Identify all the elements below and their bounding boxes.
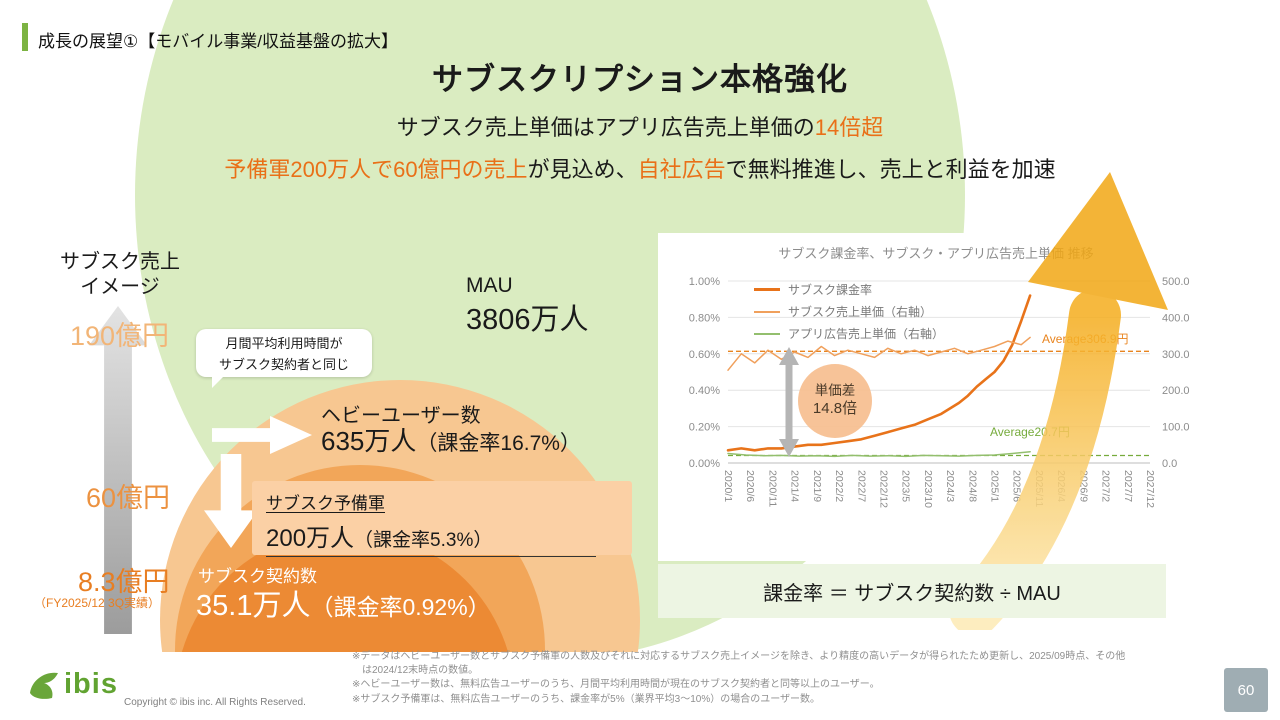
heavy-user-rate: （課金率16.7%） [416, 432, 581, 455]
svg-text:300.0: 300.0 [1162, 349, 1190, 361]
revenue-image-label: サブスク売上 イメージ [60, 251, 180, 298]
slide-header: 成長の展望①【モバイル事業/収益基盤の拡大】 [38, 32, 398, 51]
copyright-text: Copyright © ibis inc. All Rights Reserve… [124, 697, 306, 708]
svg-text:200.0: 200.0 [1162, 385, 1190, 397]
svg-text:0.00%: 0.00% [689, 458, 720, 470]
svg-text:2025/1: 2025/1 [989, 470, 1001, 502]
svg-text:0.0: 0.0 [1162, 458, 1177, 470]
svg-text:2027/12: 2027/12 [1144, 470, 1156, 508]
svg-text:2021/9: 2021/9 [811, 470, 823, 502]
footnotes: ※データはヘビーユーザー数とサブスク予備軍の人数及びそれに対応するサブスク売上イ… [352, 650, 1187, 707]
heavy-user-value: 635万人（課金率16.7%） [321, 421, 581, 458]
chart-panel: サブスク課金率、サブスク・アプリ広告売上単価 推移 1.00% 0.80% 0.60… [658, 233, 1214, 561]
callout-tail [212, 374, 226, 388]
svg-text:2027/2: 2027/2 [1100, 470, 1112, 502]
svg-text:2021/4: 2021/4 [789, 470, 801, 502]
subtitle: サブスク売上単価はアプリ広告売上単価の14倍超 [0, 110, 1280, 142]
callout-line1: 月間平均利用時間が [225, 336, 343, 351]
reserve-count: 200万人 [266, 525, 355, 552]
chart-title: サブスク課金率、サブスク・アプリ広告売上単価 推移 [778, 246, 1094, 261]
legend-swatch [754, 310, 780, 313]
subtitle-text: サブスク売上単価はアプリ広告売上単価の [396, 115, 815, 140]
key-message: 予備軍200万人で60億円の売上が見込め、自社広告で無料推進し、売上と利益を加速 [0, 152, 1280, 184]
page-number-badge: 60 [1224, 668, 1268, 712]
page-title: サブスクリプション本格強化 [432, 62, 848, 97]
header-accent-bar [22, 23, 28, 51]
footnote-line: ※サブスク予備軍は、無料広告ユーザーのうち、課金率が5%（業界平均3〜10%）の… [352, 693, 821, 705]
billing-rate-formula: 課金率 ＝ サブスク契約数 ÷ MAU [658, 564, 1166, 618]
key-message-highlight-1: 予備軍200万人で60億円の売上 [224, 157, 528, 182]
key-message-highlight-2: 自社広告 [637, 157, 726, 182]
revenue-top-value: 190億円 [70, 321, 170, 351]
legend-label: サブスク課金率 [788, 283, 873, 297]
heavy-user-label: ヘビーユーザー数 [321, 405, 481, 427]
subtitle-highlight: 14倍超 [814, 115, 884, 140]
legend-item: アプリ広告売上単価（右軸） [754, 325, 944, 342]
footnote-line: ※データはヘビーユーザー数とサブスク予備軍の人数及びそれに対応するサブスク売上イ… [352, 651, 1126, 662]
key-message-mid: が見込め、 [527, 157, 638, 182]
svg-text:400.0: 400.0 [1162, 312, 1190, 324]
svg-text:2023/10: 2023/10 [922, 470, 934, 508]
revenue-note: （FY2025/12 3Q実績） [34, 596, 161, 610]
svg-text:0.20%: 0.20% [689, 422, 720, 434]
svg-text:0.60%: 0.60% [689, 349, 720, 361]
svg-text:2025/6: 2025/6 [1011, 470, 1023, 502]
svg-text:2020/1: 2020/1 [722, 470, 734, 502]
svg-text:2022/2: 2022/2 [833, 470, 845, 502]
legend-label: アプリ広告売上単価（右軸） [788, 327, 945, 341]
legend-item: サブスク課金率 [754, 281, 944, 298]
legend-swatch [754, 332, 780, 335]
svg-text:2020/6: 2020/6 [744, 470, 756, 502]
reserve-value: 200万人（課金率5.3%） [266, 518, 596, 557]
footnote-line: は2024/12末時点の数値。 [352, 665, 479, 677]
svg-text:0.80%: 0.80% [689, 312, 720, 324]
usage-time-callout: 月間平均利用時間が サブスク契約者と同じ [196, 329, 372, 377]
subscriber-count-label: サブスク契約数 [198, 567, 317, 586]
price-gap-label: 単価差 [814, 383, 856, 399]
svg-text:2027/7: 2027/7 [1122, 470, 1134, 502]
subscription-reserve-box: サブスク予備軍 200万人（課金率5.3%） [252, 481, 632, 557]
mau-label: MAU [466, 274, 513, 297]
svg-text:100.0: 100.0 [1162, 422, 1190, 434]
svg-text:2023/5: 2023/5 [900, 470, 912, 502]
subscriber-count: 35.1万人 [196, 590, 311, 622]
footnote-line: ※ヘビーユーザー数は、無料広告ユーザーのうち、月間平均利用時間が現在のサブスク契… [352, 679, 880, 691]
legend-item: サブスク売上単価（右軸） [754, 303, 944, 320]
svg-text:1.00%: 1.00% [689, 276, 720, 288]
svg-text:0.40%: 0.40% [689, 385, 720, 397]
svg-text:2024/3: 2024/3 [944, 470, 956, 502]
growth-arrow [949, 172, 1168, 630]
revenue-mid-value: 60億円 [86, 483, 171, 513]
legend-swatch [754, 288, 780, 291]
mau-value: 3806万人 [466, 304, 589, 336]
callout-line2: サブスク契約者と同じ [218, 356, 349, 372]
svg-text:500.0: 500.0 [1162, 276, 1190, 288]
ibis-logo-icon [30, 672, 58, 699]
ibis-logo-text: ibis [64, 668, 118, 700]
chart-legend: サブスク課金率サブスク売上単価（右軸） アプリ広告売上単価（右軸） [754, 281, 944, 347]
price-gap-value: 14.8倍 [812, 400, 858, 418]
subscriber-count-value: 35.1万人（課金率0.92%） [196, 582, 491, 624]
reserve-title: サブスク予備軍 [266, 494, 385, 513]
svg-text:2022/12: 2022/12 [877, 470, 889, 508]
legend-label: サブスク売上単価（右軸） [788, 305, 933, 319]
svg-text:2022/7: 2022/7 [855, 470, 867, 502]
price-gap-annotation: 単価差 14.8倍 [798, 364, 872, 438]
reserve-rate: （課金率5.3%） [354, 530, 493, 551]
svg-text:2024/8: 2024/8 [966, 470, 978, 502]
subscriber-rate: （課金率0.92%） [310, 594, 491, 620]
revenue-bottom-value: 8.3億円 [78, 567, 170, 597]
svg-text:2020/11: 2020/11 [766, 470, 778, 507]
key-message-suffix: で無料推進し、売上と利益を加速 [725, 157, 1056, 182]
heavy-user-count: 635万人 [321, 426, 417, 456]
